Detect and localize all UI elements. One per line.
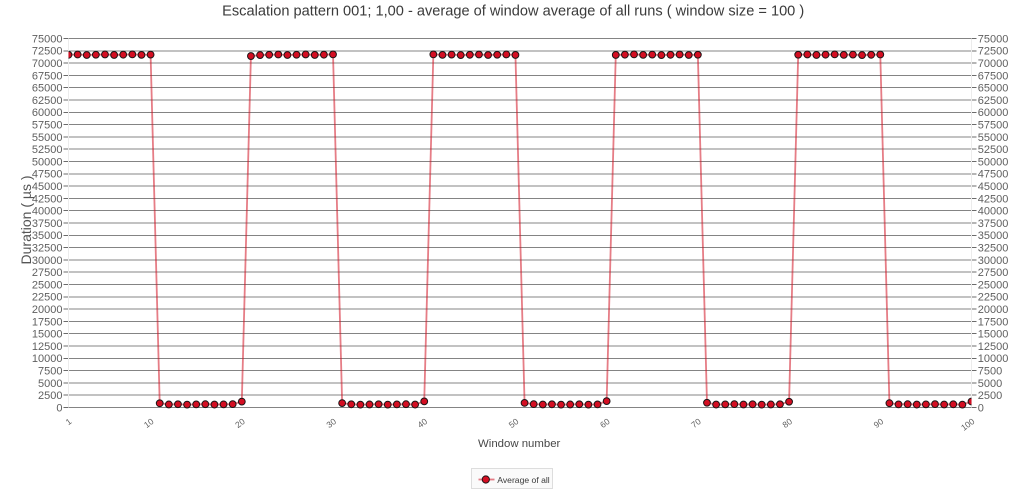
svg-text:47500: 47500	[32, 169, 63, 181]
svg-text:42500: 42500	[32, 193, 63, 205]
svg-text:65000: 65000	[32, 83, 63, 95]
svg-text:52500: 52500	[978, 144, 1009, 156]
svg-text:40000: 40000	[32, 206, 63, 218]
svg-text:12500: 12500	[32, 341, 63, 353]
svg-text:52500: 52500	[32, 144, 63, 156]
svg-text:25000: 25000	[978, 279, 1009, 291]
svg-text:1: 1	[64, 416, 74, 427]
svg-text:10000: 10000	[978, 353, 1009, 365]
svg-text:32500: 32500	[32, 243, 63, 255]
svg-text:30000: 30000	[32, 255, 63, 267]
svg-text:65000: 65000	[978, 83, 1009, 95]
svg-text:Window number: Window number	[478, 438, 561, 450]
svg-text:17500: 17500	[32, 316, 63, 328]
svg-text:37500: 37500	[32, 218, 63, 230]
svg-text:22500: 22500	[978, 292, 1009, 304]
svg-text:20000: 20000	[978, 304, 1009, 316]
svg-text:7500: 7500	[978, 366, 1002, 378]
svg-text:57500: 57500	[978, 120, 1009, 132]
svg-text:67500: 67500	[32, 70, 63, 82]
svg-text:2500: 2500	[38, 390, 62, 402]
svg-text:27500: 27500	[978, 267, 1009, 279]
svg-text:17500: 17500	[978, 316, 1009, 328]
svg-text:57500: 57500	[32, 120, 63, 132]
svg-text:2500: 2500	[978, 390, 1002, 402]
svg-text:70000: 70000	[978, 58, 1009, 70]
svg-text:47500: 47500	[978, 169, 1009, 181]
svg-text:5000: 5000	[978, 378, 1002, 390]
svg-text:Duration ( µs ): Duration ( µs )	[18, 176, 34, 265]
svg-text:60000: 60000	[978, 107, 1009, 119]
svg-text:30000: 30000	[978, 255, 1009, 267]
svg-text:60000: 60000	[32, 107, 63, 119]
svg-text:55000: 55000	[32, 132, 63, 144]
svg-text:50000: 50000	[32, 156, 63, 168]
svg-text:32500: 32500	[978, 243, 1009, 255]
svg-text:42500: 42500	[978, 193, 1009, 205]
svg-text:72500: 72500	[32, 46, 63, 58]
svg-text:35000: 35000	[32, 230, 63, 242]
svg-text:72500: 72500	[978, 46, 1009, 58]
svg-text:5000: 5000	[38, 378, 62, 390]
svg-text:37500: 37500	[978, 218, 1009, 230]
svg-text:62500: 62500	[32, 95, 63, 107]
svg-text:20000: 20000	[32, 304, 63, 316]
svg-text:67500: 67500	[978, 70, 1009, 82]
svg-text:75000: 75000	[978, 33, 1009, 45]
svg-text:50000: 50000	[978, 156, 1009, 168]
svg-text:15000: 15000	[978, 329, 1009, 341]
svg-text:27500: 27500	[32, 267, 63, 279]
svg-text:40000: 40000	[978, 206, 1009, 218]
svg-text:75000: 75000	[32, 33, 63, 45]
svg-text:45000: 45000	[32, 181, 63, 193]
svg-text:45000: 45000	[978, 181, 1009, 193]
svg-text:Average of all: Average of all	[497, 475, 549, 485]
svg-text:35000: 35000	[978, 230, 1009, 242]
svg-text:55000: 55000	[978, 132, 1009, 144]
svg-text:Escalation pattern 001; 1,00 -: Escalation pattern 001; 1,00 - average o…	[222, 3, 804, 19]
svg-text:25000: 25000	[32, 279, 63, 291]
svg-text:62500: 62500	[978, 95, 1009, 107]
svg-text:70000: 70000	[32, 58, 63, 70]
svg-text:22500: 22500	[32, 292, 63, 304]
svg-text:10000: 10000	[32, 353, 63, 365]
svg-text:0: 0	[56, 402, 62, 414]
svg-text:12500: 12500	[978, 341, 1009, 353]
svg-text:15000: 15000	[32, 329, 63, 341]
svg-text:7500: 7500	[38, 366, 62, 378]
svg-text:0: 0	[978, 402, 984, 414]
